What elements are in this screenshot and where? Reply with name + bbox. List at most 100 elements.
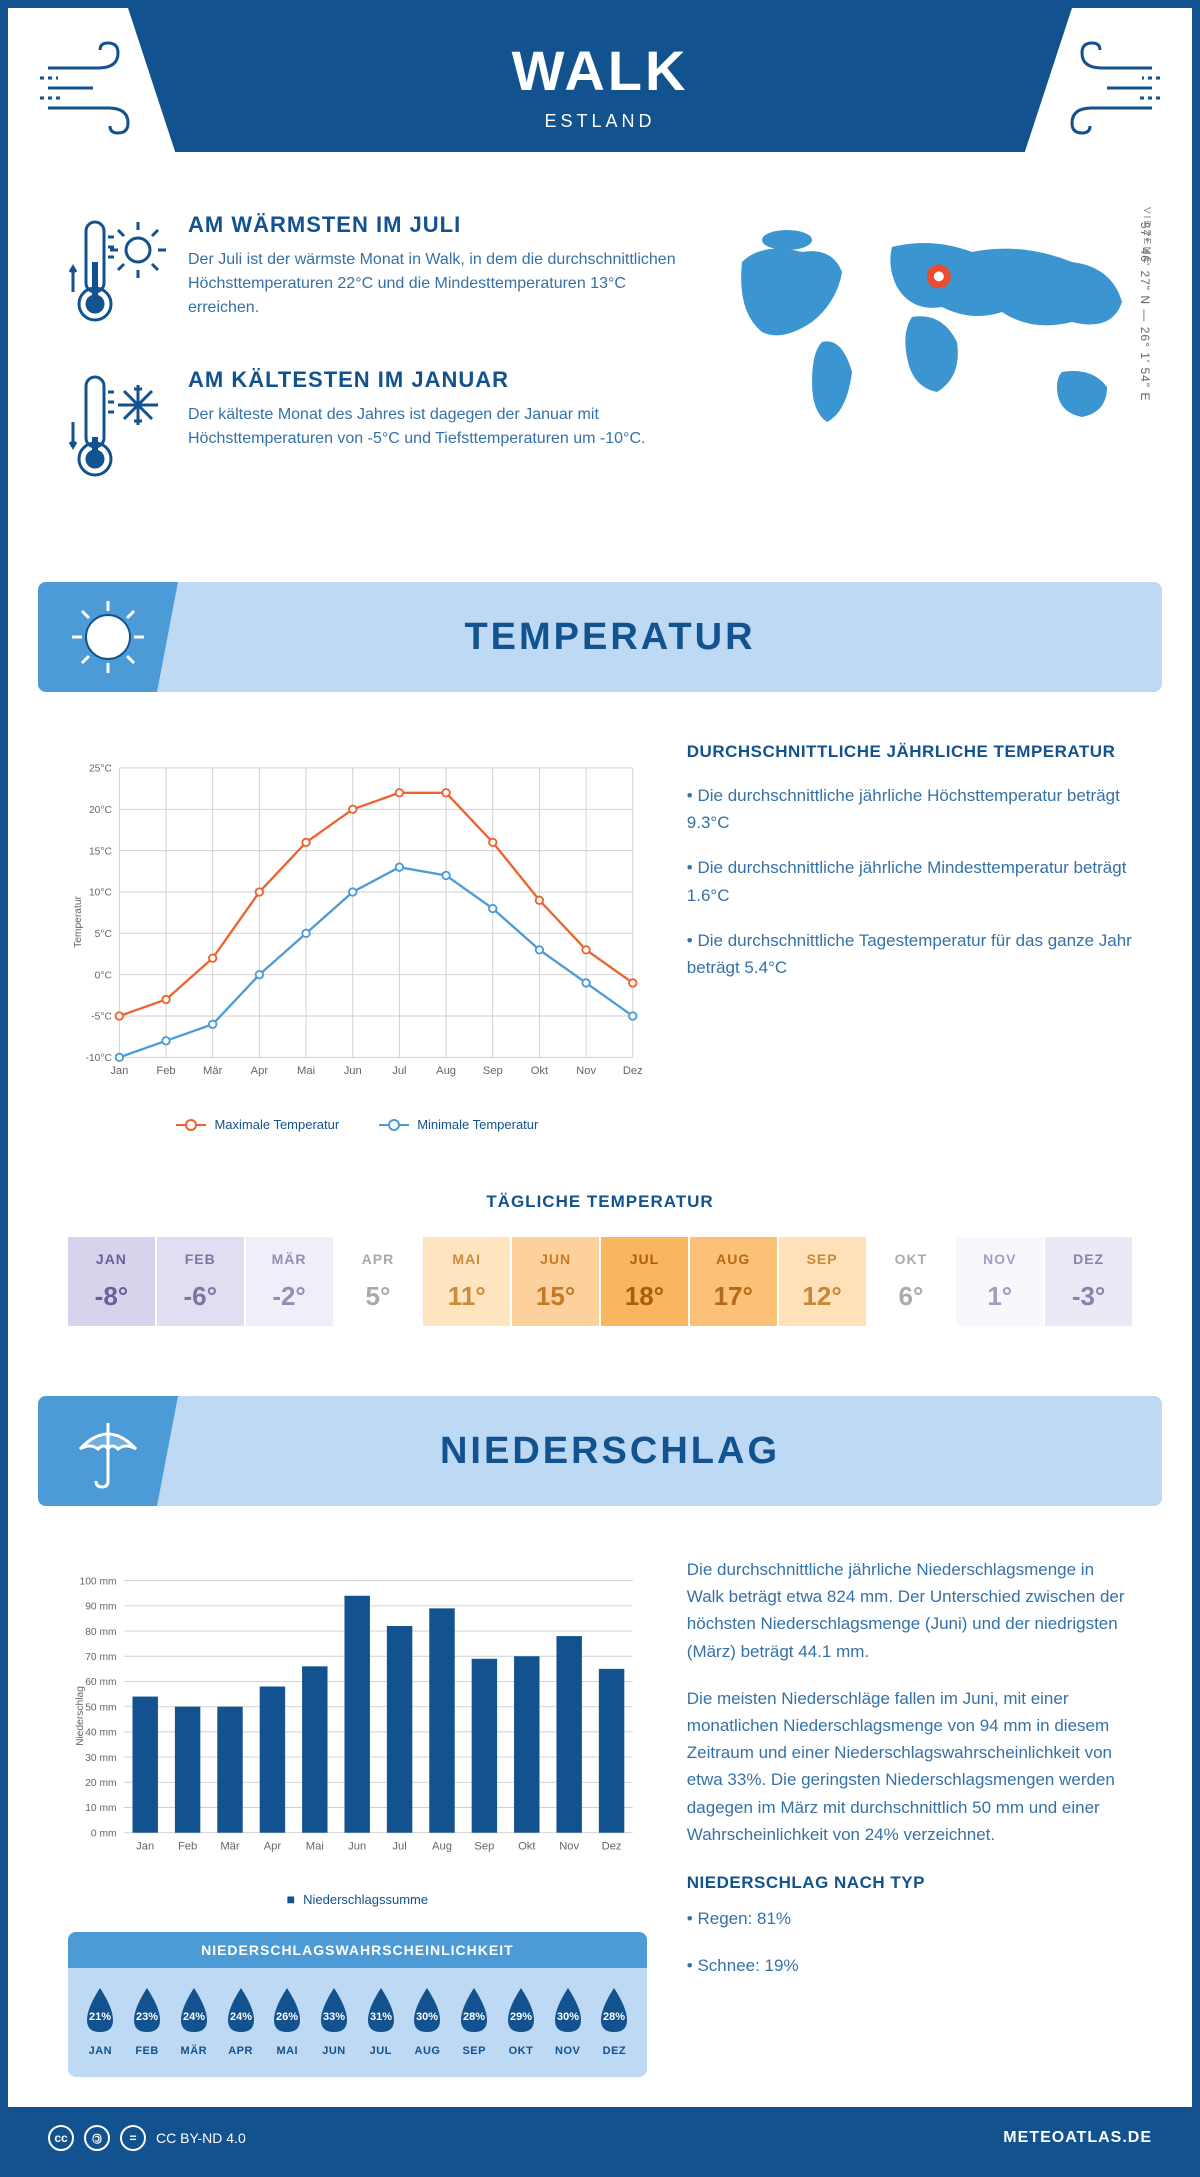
svg-text:-5°C: -5°C	[91, 1012, 112, 1023]
svg-text:Aug: Aug	[432, 1840, 452, 1852]
temp-bullet: • Die durchschnittliche Tagestemperatur …	[687, 927, 1132, 981]
prob-cell: 29% OKT	[499, 1986, 544, 2057]
prob-cell: 33% JUN	[312, 1986, 357, 2057]
svg-text:Jul: Jul	[392, 1840, 406, 1852]
temp-cell: SEP12°	[779, 1237, 866, 1326]
svg-text:60 mm: 60 mm	[85, 1677, 116, 1688]
coldest-title: AM KÄLTESTEN IM JANUAR	[188, 367, 682, 393]
warmest-text: Der Juli ist der wärmste Monat in Walk, …	[188, 248, 682, 320]
page-title: WALK	[148, 38, 1052, 103]
svg-text:Mai: Mai	[297, 1065, 315, 1077]
coldest-text: Der kälteste Monat des Jahres ist dagege…	[188, 403, 682, 451]
svg-text:Apr: Apr	[264, 1840, 282, 1852]
page-footer: cc 🄯 = CC BY-ND 4.0 METEOATLAS.DE	[8, 2107, 1192, 2169]
cc-icon: cc	[48, 2125, 74, 2151]
svg-text:29%: 29%	[510, 2011, 532, 2023]
temp-cell: DEZ-3°	[1045, 1237, 1132, 1326]
svg-text:Apr: Apr	[251, 1065, 269, 1077]
page-header: WALK ESTLAND	[128, 8, 1072, 152]
coordinates: 57° 46' 27" N — 26° 1' 54" E	[1138, 222, 1152, 401]
svg-text:50 mm: 50 mm	[85, 1702, 116, 1713]
attribution-icon: 🄯	[84, 2125, 110, 2151]
svg-text:Nov: Nov	[559, 1840, 579, 1852]
svg-text:Niederschlag: Niederschlag	[75, 1686, 86, 1746]
precip-type-bullet: • Regen: 81%	[687, 1905, 1132, 1932]
svg-text:Dez: Dez	[602, 1840, 622, 1852]
prob-cell: 24% APR	[218, 1986, 263, 2057]
daily-temp-title: TÄGLICHE TEMPERATUR	[68, 1192, 1132, 1212]
svg-text:90 mm: 90 mm	[85, 1602, 116, 1613]
svg-text:Sep: Sep	[483, 1065, 503, 1077]
svg-text:30 mm: 30 mm	[85, 1753, 116, 1764]
precip-type-title: NIEDERSCHLAG NACH TYP	[687, 1873, 1132, 1893]
sun-icon	[68, 597, 148, 677]
precip-banner: NIEDERSCHLAG	[38, 1396, 1162, 1506]
svg-text:15°C: 15°C	[89, 846, 113, 857]
bar-legend: Niederschlagssumme	[68, 1891, 647, 1907]
svg-text:Feb: Feb	[156, 1065, 175, 1077]
svg-text:Mär: Mär	[220, 1840, 240, 1852]
svg-text:23%: 23%	[136, 2011, 158, 2023]
prob-cell: 30% NOV	[545, 1986, 590, 2057]
raindrop-icon: 30%	[408, 1986, 446, 2034]
svg-text:10 mm: 10 mm	[85, 1803, 116, 1814]
svg-text:Okt: Okt	[518, 1840, 536, 1852]
prob-cell: 21% JAN	[78, 1986, 123, 2057]
temp-cell: JAN-8°	[68, 1237, 155, 1326]
raindrop-icon: 29%	[502, 1986, 540, 2034]
svg-text:25°C: 25°C	[89, 764, 113, 775]
temp-bullet: • Die durchschnittliche jährliche Höchst…	[687, 782, 1132, 836]
svg-text:0°C: 0°C	[95, 970, 113, 981]
prob-cell: 23% FEB	[125, 1986, 170, 2057]
temp-cell: MÄR-2°	[246, 1237, 333, 1326]
prob-cell: 30% AUG	[405, 1986, 450, 2057]
probability-title: NIEDERSCHLAGSWAHRSCHEINLICHKEIT	[68, 1932, 647, 1968]
svg-text:Dez: Dez	[623, 1065, 643, 1077]
prob-cell: 28% SEP	[452, 1986, 497, 2057]
world-map	[712, 212, 1132, 442]
svg-text:Mär: Mär	[203, 1065, 223, 1077]
svg-text:Feb: Feb	[178, 1840, 197, 1852]
temp-cell: JUN15°	[512, 1237, 599, 1326]
prob-cell: 31% JUL	[358, 1986, 403, 2057]
wind-deco-icon	[1042, 38, 1162, 138]
svg-text:33%: 33%	[323, 2011, 345, 2023]
svg-text:26%: 26%	[276, 2011, 298, 2023]
license-text: CC BY-ND 4.0	[156, 2130, 246, 2146]
precip-title: NIEDERSCHLAG	[178, 1430, 1162, 1473]
probability-box: NIEDERSCHLAGSWAHRSCHEINLICHKEIT 21% JAN …	[68, 1932, 647, 2077]
raindrop-icon: 26%	[268, 1986, 306, 2034]
site-name: METEOATLAS.DE	[1003, 2129, 1152, 2147]
svg-text:Jan: Jan	[110, 1065, 128, 1077]
daily-temp-grid: JAN-8°FEB-6°MÄR-2°APR5°MAI11°JUN15°JUL18…	[68, 1237, 1132, 1326]
prob-cell: 28% DEZ	[592, 1986, 637, 2057]
svg-text:40 mm: 40 mm	[85, 1728, 116, 1739]
raindrop-icon: 21%	[81, 1986, 119, 2034]
page-subtitle: ESTLAND	[148, 111, 1052, 132]
raindrop-icon: 24%	[222, 1986, 260, 2034]
svg-text:21%: 21%	[89, 2011, 111, 2023]
svg-text:28%: 28%	[463, 2011, 485, 2023]
svg-text:Temperatur: Temperatur	[73, 895, 84, 947]
svg-text:30%: 30%	[557, 2011, 579, 2023]
raindrop-icon: 23%	[128, 1986, 166, 2034]
nd-icon: =	[120, 2125, 146, 2151]
temp-cell: AUG17°	[690, 1237, 777, 1326]
raindrop-icon: 31%	[362, 1986, 400, 2034]
precip-bar-chart: 0 mm10 mm20 mm30 mm40 mm50 mm60 mm70 mm8…	[68, 1556, 647, 1876]
raindrop-icon: 24%	[175, 1986, 213, 2034]
svg-text:Aug: Aug	[436, 1065, 456, 1077]
svg-text:24%: 24%	[183, 2011, 205, 2023]
svg-text:20 mm: 20 mm	[85, 1778, 116, 1789]
temp-cell: FEB-6°	[157, 1237, 244, 1326]
legend-min: Minimale Temperatur	[379, 1117, 538, 1132]
temp-cell: MAI11°	[423, 1237, 510, 1326]
precip-para: Die meisten Niederschläge fallen im Juni…	[687, 1685, 1132, 1848]
prob-cell: 24% MÄR	[171, 1986, 216, 2057]
temp-cell: NOV1°	[956, 1237, 1043, 1326]
svg-text:80 mm: 80 mm	[85, 1627, 116, 1638]
svg-text:Nov: Nov	[576, 1065, 596, 1077]
wind-deco-icon	[38, 38, 158, 138]
precip-type-bullet: • Schnee: 19%	[687, 1952, 1132, 1979]
svg-text:28%: 28%	[603, 2011, 625, 2023]
